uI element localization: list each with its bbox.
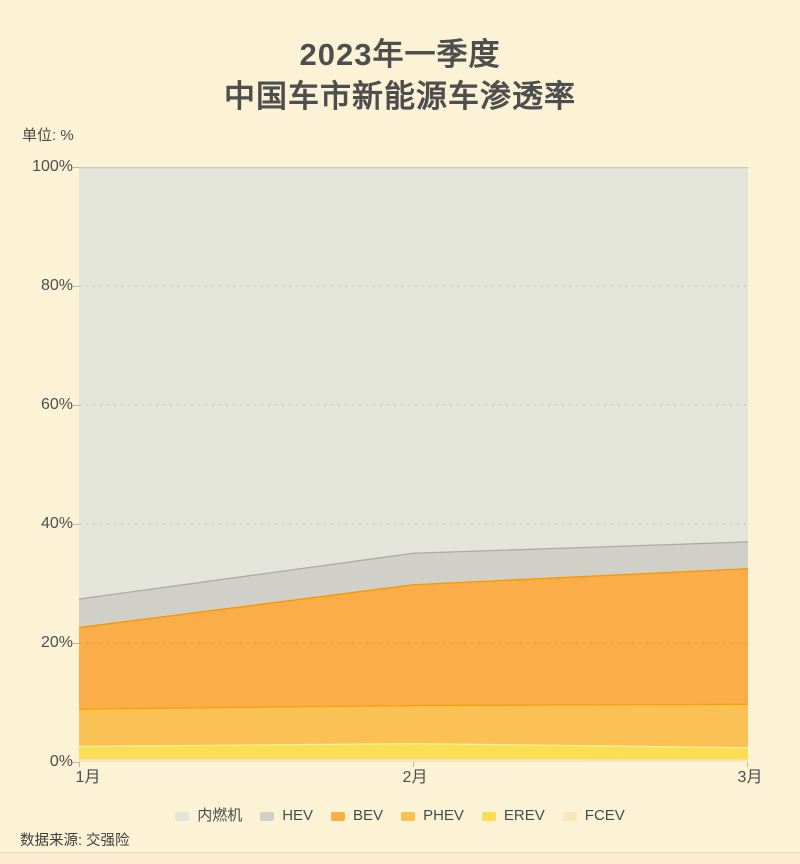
y-axis-label-100: 100% — [32, 158, 73, 175]
chart-title: 2023年一季度 中国车市新能源车渗透率 — [0, 34, 800, 118]
y-axis-label-20: 20% — [40, 634, 73, 651]
legend-label: EREV — [503, 807, 545, 824]
x-axis-tick — [413, 762, 414, 767]
stacked-area-chart — [79, 167, 748, 762]
legend-swatch-icon — [175, 811, 190, 821]
y-axis-tick — [73, 286, 79, 287]
legend-label: 内燃机 — [197, 807, 243, 824]
y-axis-label-80: 80% — [40, 277, 73, 294]
plot-area — [79, 167, 748, 762]
footer-divider — [0, 852, 800, 853]
x-axis-tick — [747, 762, 748, 767]
y-axis-tick — [73, 405, 79, 406]
y-axis-label-0: 0% — [49, 753, 73, 770]
legend-swatch-icon — [331, 811, 346, 821]
legend-swatch-icon — [562, 811, 577, 821]
x-axis-label-1: 1月 — [75, 769, 101, 786]
legend-item-HEV[interactable]: HEV — [260, 806, 313, 826]
x-axis-label-2: 2月 — [402, 769, 428, 786]
y-axis-tick — [73, 762, 79, 763]
unit-label: 单位: % — [22, 127, 74, 144]
footer-strip — [0, 853, 800, 864]
legend-item-PHEV[interactable]: PHEV — [401, 806, 464, 826]
chart-title-line-2: 中国车市新能源车渗透率 — [224, 79, 576, 114]
y-axis-tick — [73, 524, 79, 525]
x-axis-tick — [79, 762, 80, 767]
y-axis-tick — [73, 167, 79, 168]
legend-swatch-icon — [401, 811, 416, 821]
chart-title-line-1: 2023年一季度 — [299, 37, 501, 72]
legend-item-内燃机[interactable]: 内燃机 — [175, 806, 242, 826]
chart-legend: 内燃机 HEV BEV PHEV EREV FCEV — [0, 805, 800, 827]
data-source-label: 数据来源: 交强险 — [20, 833, 130, 849]
legend-item-FCEV[interactable]: FCEV — [562, 806, 625, 826]
legend-swatch-icon — [481, 811, 496, 821]
x-axis-label-3: 3月 — [737, 769, 763, 786]
legend-label: HEV — [282, 807, 314, 824]
y-axis-tick — [73, 643, 79, 644]
y-axis-label-60: 60% — [40, 396, 73, 413]
legend-label: PHEV — [423, 807, 464, 824]
legend-item-EREV[interactable]: EREV — [481, 806, 545, 826]
legend-swatch-icon — [260, 811, 275, 821]
legend-label: FCEV — [584, 807, 625, 824]
legend-label: BEV — [353, 807, 384, 824]
y-axis-label-40: 40% — [40, 515, 73, 532]
legend-item-BEV[interactable]: BEV — [331, 806, 383, 826]
